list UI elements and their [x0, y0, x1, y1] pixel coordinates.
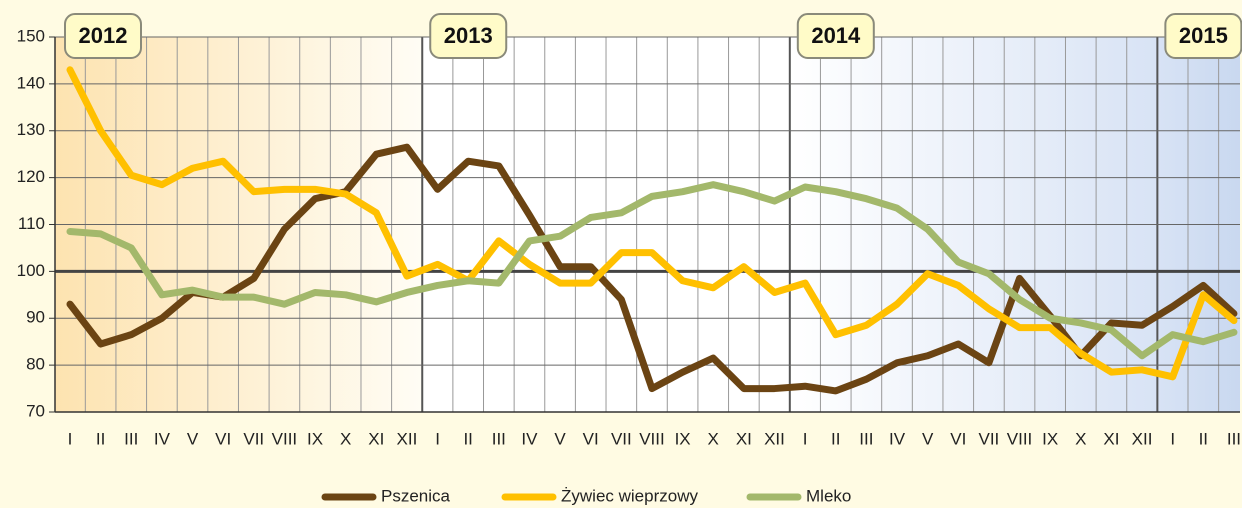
x-tick-label: XII	[1132, 429, 1153, 448]
x-tick-label: X	[340, 429, 351, 448]
series-line	[66, 66, 1238, 381]
year-box	[1164, 13, 1242, 59]
x-tick-label: I	[803, 429, 808, 448]
x-tick-label: II	[463, 429, 472, 448]
year-box	[64, 13, 142, 59]
x-tick-label: IX	[307, 429, 323, 448]
x-tick-label: VI	[583, 429, 599, 448]
x-tick-label: VI	[215, 429, 231, 448]
x-tick-label: III	[1227, 429, 1241, 448]
x-tick-label: VIII	[272, 429, 298, 448]
legend-label: Mleko	[806, 486, 851, 505]
x-tick-label: VIII	[639, 429, 665, 448]
x-tick-label: VII	[243, 429, 264, 448]
year-label: 2013	[444, 23, 493, 48]
x-tick-label: V	[922, 429, 934, 448]
legend-label: Pszenica	[381, 486, 451, 505]
x-tick-label: IV	[154, 429, 171, 448]
x-tick-label: XI	[368, 429, 384, 448]
x-tick-label: IV	[521, 429, 538, 448]
y-tick-label: 140	[17, 73, 45, 92]
year-box	[796, 13, 875, 59]
y-tick-label: 150	[17, 26, 45, 45]
y-tick-label: 110	[18, 214, 45, 233]
x-tick-label: II	[831, 429, 840, 448]
y-tick-label: 100	[17, 261, 45, 280]
series-line	[66, 143, 1238, 395]
legend-label: Żywiec wieprzowy	[561, 486, 698, 505]
x-tick-label: IV	[889, 429, 906, 448]
x-tick-label: III	[124, 429, 138, 448]
x-tick-label: X	[1075, 429, 1086, 448]
x-tick-label: I	[68, 429, 73, 448]
x-tick-label: I	[435, 429, 440, 448]
x-tick-label: IX	[1042, 429, 1058, 448]
x-tick-label: IX	[675, 429, 691, 448]
y-tick-label: 120	[17, 167, 45, 186]
year-label: 2015	[1179, 23, 1228, 48]
x-tick-label: III	[492, 429, 506, 448]
x-tick-label: V	[187, 429, 199, 448]
x-tick-label: XII	[764, 429, 785, 448]
x-tick-label: XI	[1103, 429, 1119, 448]
y-tick-label: 130	[17, 120, 45, 139]
x-tick-label: III	[859, 429, 873, 448]
y-tick-label: 90	[26, 308, 45, 327]
y-tick-label: 70	[26, 401, 45, 420]
x-tick-label: V	[554, 429, 566, 448]
x-tick-label: II	[1199, 429, 1208, 448]
x-tick-label: VIII	[1007, 429, 1033, 448]
x-tick-label: XI	[736, 429, 752, 448]
x-tick-label: II	[96, 429, 105, 448]
y-tick-label: 80	[26, 355, 45, 374]
year-label: 2014	[811, 23, 861, 48]
series-line	[66, 181, 1238, 360]
x-tick-label: VI	[950, 429, 966, 448]
year-label: 2012	[79, 23, 128, 48]
x-tick-label: VII	[979, 429, 1000, 448]
x-tick-label: I	[1170, 429, 1175, 448]
x-tick-label: VII	[611, 429, 632, 448]
x-tick-label: XII	[397, 429, 418, 448]
x-tick-label: X	[708, 429, 719, 448]
year-box	[429, 13, 508, 59]
